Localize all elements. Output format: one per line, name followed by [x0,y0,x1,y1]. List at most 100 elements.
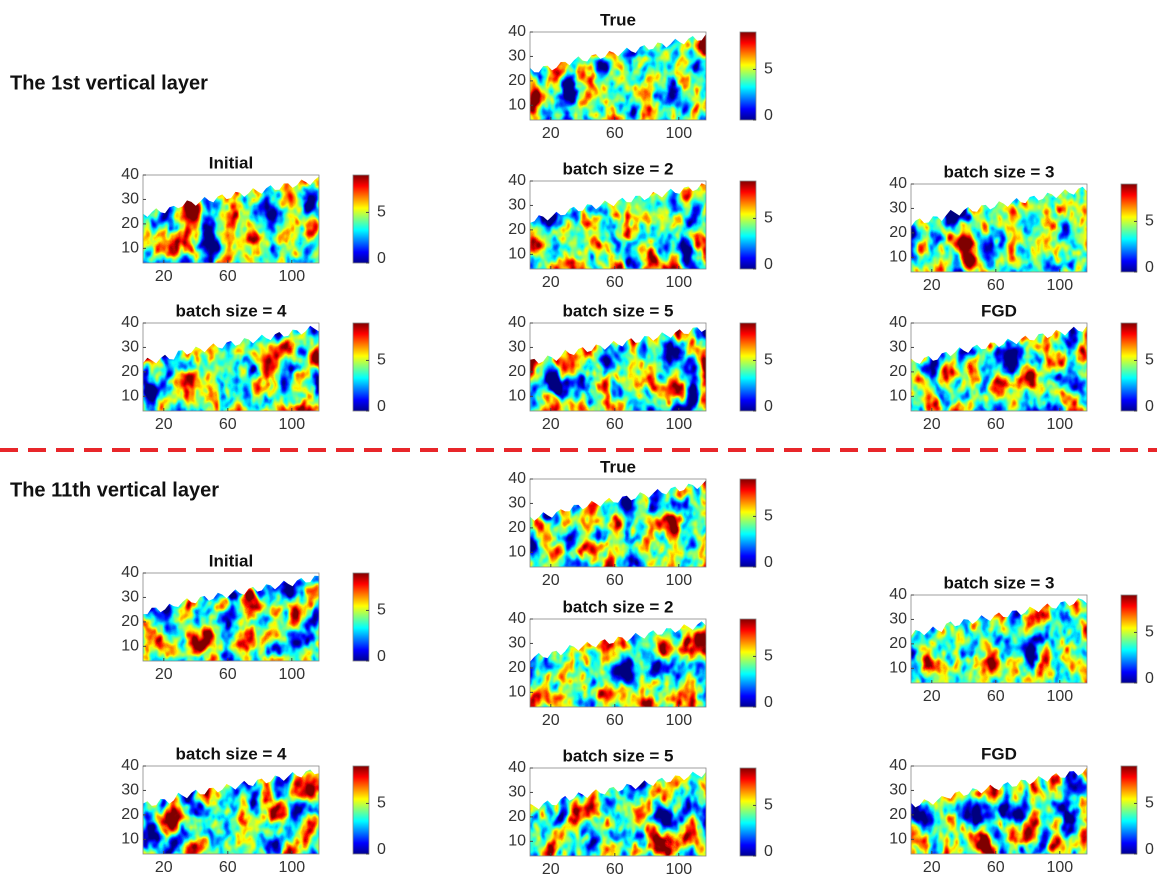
heatmap-image [911,325,1087,411]
x-tick-label: 20 [542,572,560,589]
colorbar-tick-label: 0 [764,107,773,124]
colorbar-tick-label: 0 [764,694,773,711]
heatmap [911,598,1087,683]
x-tick-label: 100 [665,861,692,878]
x-tick-label: 20 [923,688,941,705]
y-tick-label: 40 [508,470,526,487]
colorbar-tick-label: 5 [764,352,773,369]
heatmap-image [530,327,706,411]
x-tick-label: 60 [987,277,1005,294]
y-tick-label: 30 [121,339,139,356]
y-tick-label: 10 [889,249,907,266]
x-tick-label: 20 [542,712,560,729]
colorbar-tick-label: 5 [377,352,386,369]
colorbar-tick-label: 5 [764,648,773,665]
colorbar-tick-label: 5 [1145,795,1154,812]
colorbar [352,765,370,855]
colorbar-tick-label: 0 [1145,259,1154,276]
axes-frame [529,478,707,568]
panel-title: batch size = 5 [562,746,673,765]
y-tick-label: 40 [121,564,139,581]
x-tick-label: 20 [155,416,173,433]
colorbar-tick-label: 5 [1145,624,1154,641]
heatmap [530,480,706,567]
colorbar [1120,594,1138,684]
x-tick-label: 60 [606,416,624,433]
section-title: The 1st vertical layer [10,72,208,94]
y-tick-label: 40 [508,172,526,189]
colorbar [739,767,757,857]
x-tick-label: 60 [606,125,624,142]
colorbar [739,31,757,121]
colorbar-tick-label: 0 [764,843,773,860]
x-tick-label: 20 [542,125,560,142]
y-tick-label: 40 [121,314,139,331]
y-tick-label: 10 [889,831,907,848]
heatmap [530,34,706,120]
heatmap-image [143,176,319,263]
heatmap [911,325,1087,411]
y-tick-label: 30 [508,635,526,652]
heatmap [530,327,706,411]
x-tick-label: 60 [606,274,624,291]
colorbar [1120,183,1138,273]
y-tick-label: 30 [121,589,139,606]
y-tick-label: 30 [508,784,526,801]
x-tick-label: 60 [219,859,237,876]
panel-title: batch size = 4 [175,744,287,763]
axes-frame [529,180,707,270]
y-tick-label: 40 [889,757,907,774]
x-tick-label: 100 [1046,416,1073,433]
y-tick-label: 20 [508,72,526,89]
section-title: The 11th vertical layer [10,479,219,501]
x-tick-label: 20 [923,859,941,876]
y-tick-label: 30 [889,200,907,217]
x-tick-label: 100 [1046,688,1073,705]
x-tick-label: 20 [542,861,560,878]
y-tick-label: 10 [508,544,526,561]
panel-title: batch size = 3 [943,573,1054,592]
y-tick-label: 20 [508,808,526,825]
axes-frame [529,767,707,857]
heatmap [911,186,1087,272]
y-tick-label: 30 [508,339,526,356]
colorbar-tick-label: 0 [1145,670,1154,687]
heatmap-image [911,767,1087,854]
y-tick-label: 10 [889,660,907,677]
x-tick-label: 20 [923,416,941,433]
colorbar-tick-label: 5 [764,508,773,525]
x-tick-label: 20 [923,277,941,294]
colorbar-tick-label: 5 [764,797,773,814]
heatmap-image [911,598,1087,683]
heatmap [143,176,319,263]
x-tick-label: 20 [155,859,173,876]
colorbar-tick-label: 5 [377,602,386,619]
colorbar-tick-label: 5 [764,210,773,227]
axes-frame [142,174,320,264]
panel-title: batch size = 2 [562,597,673,616]
y-tick-label: 20 [121,215,139,232]
y-tick-label: 10 [121,240,139,257]
colorbar-tick-label: 0 [377,398,386,415]
y-tick-label: 10 [508,97,526,114]
panel-title: batch size = 3 [943,162,1054,181]
axes-frame [910,765,1088,855]
y-tick-label: 30 [508,48,526,65]
y-tick-label: 40 [889,586,907,603]
x-tick-label: 60 [606,712,624,729]
axes-frame [142,322,320,412]
colorbar [739,322,757,412]
colorbar [1120,322,1138,412]
x-tick-label: 60 [987,859,1005,876]
heatmap [143,575,319,661]
heatmap [530,771,706,856]
x-tick-label: 100 [278,859,305,876]
y-tick-label: 30 [508,495,526,512]
heatmap [143,769,319,854]
panel-title: FGD [981,301,1017,320]
y-tick-label: 40 [889,314,907,331]
y-tick-label: 30 [889,782,907,799]
x-tick-label: 60 [606,861,624,878]
y-tick-label: 20 [121,806,139,823]
